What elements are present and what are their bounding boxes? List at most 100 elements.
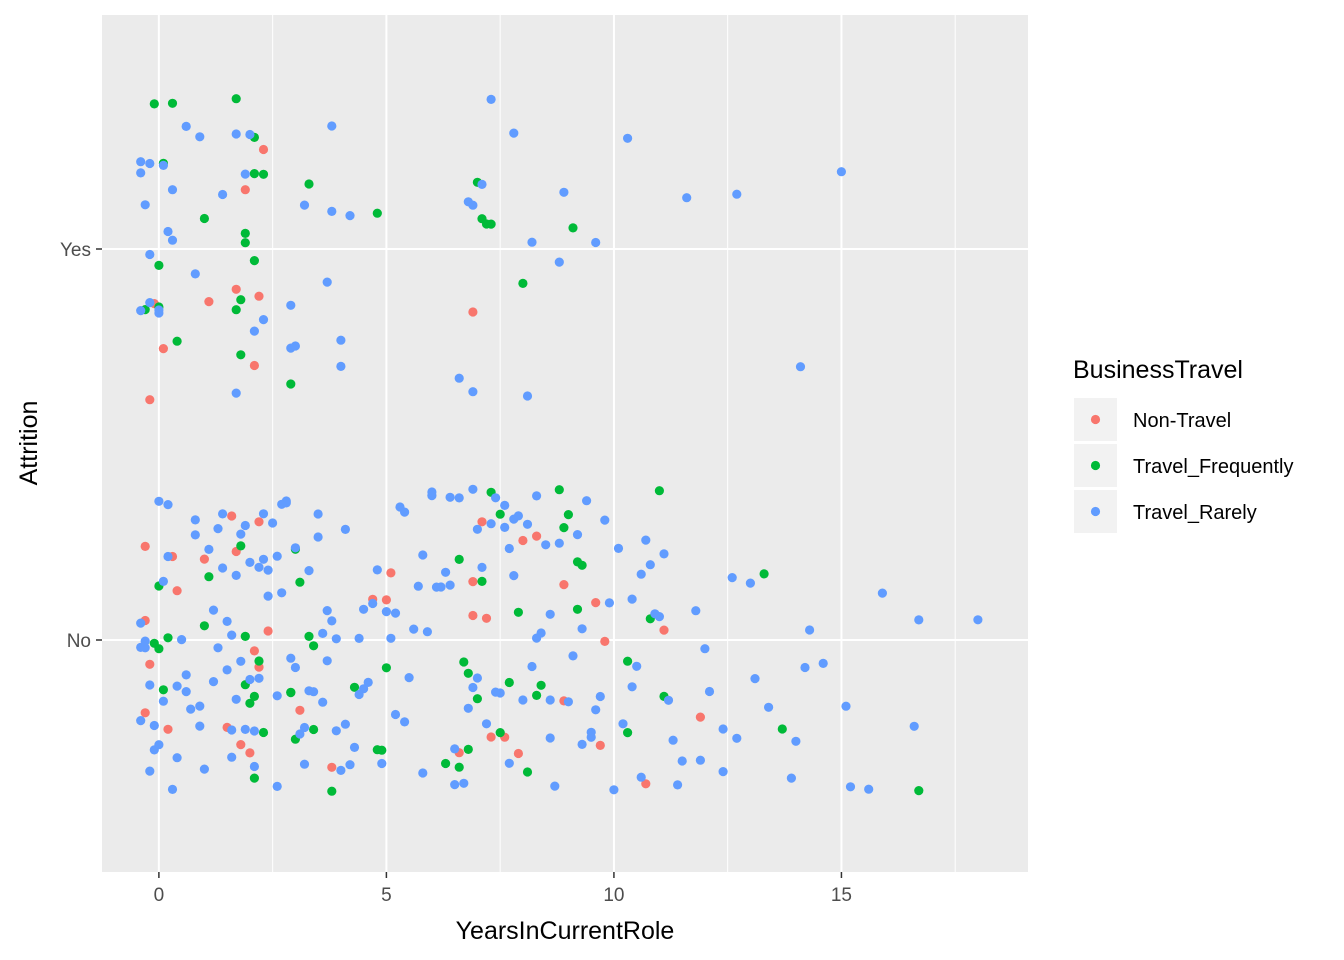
data-point-non-travel — [481, 613, 492, 623]
data-point-travel-rarely — [299, 759, 310, 769]
data-point-travel-frequently — [309, 724, 319, 735]
data-point-travel-rarely — [491, 687, 501, 697]
data-point-travel-frequently — [236, 350, 246, 360]
data-point-travel-rarely — [609, 785, 619, 795]
data-point-travel-rarely — [791, 736, 801, 746]
data-point-travel-rarely — [181, 687, 191, 697]
data-point-travel-rarely — [340, 524, 350, 535]
data-point-travel-rarely — [591, 705, 601, 715]
data-point-travel-frequently — [286, 687, 296, 697]
data-point-non-travel — [595, 740, 605, 751]
data-point-travel-frequently — [249, 773, 259, 783]
data-point-travel-rarely — [359, 604, 369, 614]
data-point-travel-rarely — [181, 121, 191, 131]
data-point-travel-frequently — [240, 238, 250, 248]
data-point-travel-frequently — [149, 99, 159, 109]
data-point-travel-rarely — [545, 609, 555, 619]
data-point-travel-frequently — [349, 682, 360, 692]
data-point-travel-frequently — [454, 554, 464, 565]
data-point-travel-frequently — [532, 690, 542, 701]
data-point-non-travel — [477, 517, 487, 527]
data-point-non-travel — [240, 185, 250, 195]
data-point-travel-rarely — [400, 717, 410, 727]
data-point-travel-rarely — [650, 609, 660, 619]
data-point-travel-frequently — [777, 724, 787, 734]
data-point-travel-rarely — [550, 781, 560, 791]
data-point-non-travel — [532, 531, 542, 541]
data-point-travel-frequently — [463, 668, 473, 678]
legend-label: Travel_Rarely — [1133, 502, 1257, 524]
data-point-travel-frequently — [513, 607, 524, 617]
data-point-travel-rarely — [331, 726, 341, 736]
data-point-non-travel — [145, 659, 155, 669]
data-point-travel-rarely — [304, 686, 314, 696]
data-point-travel-frequently — [568, 223, 578, 233]
data-point-travel-frequently — [381, 663, 391, 673]
data-point-non-travel — [227, 511, 237, 521]
data-point-non-travel — [158, 344, 168, 354]
data-point-travel-frequently — [327, 786, 337, 796]
data-point-travel-rarely — [541, 540, 551, 550]
data-point-travel-rarely — [249, 761, 259, 772]
data-point-travel-rarely — [404, 673, 414, 683]
data-point-travel-frequently — [249, 169, 259, 179]
data-point-non-travel — [659, 625, 669, 635]
data-point-travel-rarely — [349, 742, 360, 753]
data-point-travel-rarely — [704, 686, 715, 697]
data-point-travel-frequently — [481, 219, 492, 229]
data-point-travel-rarely — [345, 760, 355, 770]
data-point-non-travel — [695, 712, 706, 722]
data-point-travel-rarely — [427, 487, 437, 497]
data-point-travel-rarely — [208, 677, 219, 687]
data-point-travel-frequently — [495, 509, 505, 519]
data-point-travel-frequently — [240, 228, 250, 238]
data-point-travel-rarely — [468, 484, 478, 494]
data-point-travel-rarely — [577, 739, 587, 750]
data-point-travel-rarely — [295, 729, 305, 739]
data-point-travel-rarely — [914, 615, 924, 625]
data-point-travel-rarely — [545, 733, 555, 743]
data-point-non-travel — [559, 580, 569, 590]
data-point-travel-rarely — [322, 277, 332, 287]
data-point-travel-rarely — [163, 500, 173, 510]
data-point-non-travel — [258, 144, 269, 155]
data-point-travel-rarely — [327, 121, 337, 131]
data-point-travel-rarely — [213, 643, 223, 653]
data-point-travel-rarely — [486, 94, 496, 104]
data-point-travel-rarely — [509, 128, 519, 138]
data-point-travel-rarely — [381, 607, 391, 617]
data-point-non-travel — [249, 360, 259, 371]
data-point-travel-rarely — [732, 733, 742, 743]
legend-key-point — [1090, 506, 1101, 517]
x-axis-ticks: 0 5 10 15 — [154, 872, 852, 906]
data-point-travel-rarely — [522, 519, 533, 529]
data-point-travel-rarely — [568, 651, 578, 661]
data-point-non-travel — [236, 740, 246, 750]
data-point-travel-rarely — [163, 226, 173, 237]
data-point-travel-rarely — [700, 644, 710, 654]
data-point-travel-rarely — [532, 491, 542, 501]
data-point-travel-frequently — [249, 256, 259, 266]
y-axis-title: Attrition — [15, 401, 43, 486]
data-point-travel-rarely — [240, 520, 250, 531]
data-point-travel-rarely — [805, 625, 815, 635]
data-point-travel-rarely — [563, 697, 574, 707]
data-point-travel-rarely — [195, 132, 205, 142]
data-point-travel-frequently — [522, 767, 533, 777]
data-point-travel-rarely — [727, 573, 737, 583]
data-point-travel-rarely — [145, 249, 155, 260]
data-point-travel-frequently — [249, 691, 259, 702]
data-point-travel-frequently — [254, 656, 264, 666]
data-point-travel-frequently — [463, 744, 473, 755]
data-point-travel-rarely — [504, 543, 514, 554]
data-point-travel-rarely — [445, 580, 455, 590]
data-point-travel-rarely — [795, 362, 806, 372]
data-point-non-travel — [641, 779, 651, 789]
y-tick-label: No — [67, 631, 91, 652]
data-point-travel-rarely — [468, 682, 478, 693]
data-point-travel-rarely — [354, 633, 364, 644]
data-point-non-travel — [231, 284, 241, 294]
data-point-travel-rarely — [290, 662, 300, 673]
data-point-travel-rarely — [463, 703, 473, 713]
